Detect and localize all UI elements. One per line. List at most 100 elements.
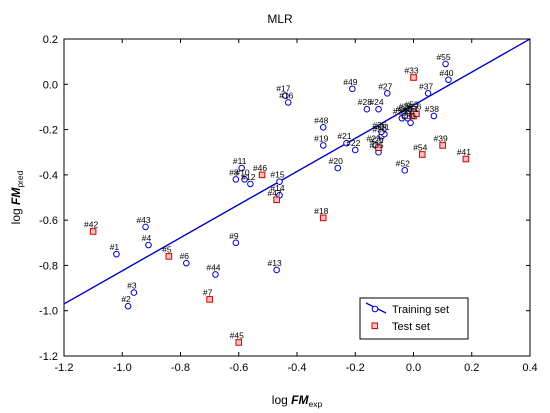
point-label-10: #10 bbox=[235, 167, 249, 177]
point-label-30: #30 bbox=[372, 124, 386, 134]
point-label-1: #1 bbox=[110, 242, 120, 252]
y-axis-title-fm: FM bbox=[9, 187, 23, 205]
training-point-8 bbox=[232, 176, 240, 183]
y-axis-title: log FMpred bbox=[9, 170, 25, 224]
x-tick-label: -0.8 bbox=[171, 362, 190, 374]
test-point-42 bbox=[89, 228, 97, 235]
point-label-11: #11 bbox=[233, 156, 247, 166]
test-point-54 bbox=[418, 151, 426, 158]
point-label-7: #7 bbox=[203, 287, 213, 297]
point-label-16: #16 bbox=[279, 90, 293, 100]
point-label-39: #39 bbox=[434, 133, 448, 143]
y-tick-label: -0.6 bbox=[39, 215, 58, 227]
training-point-16 bbox=[284, 99, 292, 106]
training-point-37 bbox=[424, 90, 432, 97]
training-point-10 bbox=[241, 176, 248, 183]
point-label-18: #18 bbox=[314, 206, 328, 216]
point-label-13: #13 bbox=[268, 258, 282, 268]
point-label-32: #32 bbox=[399, 106, 413, 116]
regression-line bbox=[64, 39, 530, 305]
x-tick-label: -0.6 bbox=[229, 362, 248, 374]
training-point-11 bbox=[238, 164, 245, 172]
test-point-29 bbox=[375, 144, 382, 151]
training-point-27 bbox=[383, 90, 391, 97]
point-label-45: #45 bbox=[230, 330, 244, 340]
point-label-6: #6 bbox=[180, 251, 190, 261]
x-tick-label: 0.2 bbox=[464, 362, 479, 374]
test-point-46 bbox=[258, 171, 266, 179]
point-label-15: #15 bbox=[270, 170, 284, 180]
x-tick-label: -1.2 bbox=[55, 362, 74, 374]
axes-layer: -1.2 -1.0 -0.8 -0.6 -0.4 -0.2 0.0 0.2 0.4 0.2 0.0 -… bbox=[9, 34, 538, 409]
x-tick-label: -0.4 bbox=[288, 362, 307, 374]
training-point-4 bbox=[145, 241, 152, 249]
point-label-38: #38 bbox=[425, 104, 439, 114]
training-point-44 bbox=[212, 271, 219, 278]
point-label-3: #3 bbox=[127, 281, 137, 291]
point-label-44: #44 bbox=[206, 262, 220, 272]
training-point-36 bbox=[378, 128, 385, 136]
test-point-7 bbox=[206, 296, 213, 303]
point-label-20: #20 bbox=[329, 156, 343, 166]
y-tick-label: 0.0 bbox=[43, 79, 58, 91]
legend-test-label: Test set bbox=[392, 321, 430, 333]
training-point-49 bbox=[349, 85, 356, 93]
x-axis-title: log FMexp bbox=[272, 393, 323, 409]
training-point-22 bbox=[351, 146, 359, 154]
y-tick-label: -0.4 bbox=[39, 170, 58, 182]
point-labels-layer: #1 #2 #3 #4 #6 #8 #9 #10#11 #12 #13 #14 #15 #16#17 #1… bbox=[84, 52, 471, 341]
training-point-28 bbox=[363, 105, 371, 113]
test-point-47 bbox=[273, 196, 280, 204]
test-point-5 bbox=[165, 253, 173, 260]
y-tick-label: -1.2 bbox=[39, 351, 58, 363]
point-label-37: #37 bbox=[419, 81, 433, 91]
training-point-20 bbox=[334, 164, 342, 172]
point-label-28: #28 bbox=[358, 97, 372, 107]
point-label-36: #36 bbox=[372, 120, 386, 130]
point-label-26: #26 bbox=[399, 102, 413, 112]
point-label-9: #9 bbox=[229, 231, 239, 241]
test-point-18 bbox=[319, 214, 327, 222]
legend-circle-icon bbox=[371, 305, 379, 313]
training-point-12 bbox=[247, 180, 254, 188]
test-point-56 bbox=[413, 110, 420, 118]
training-point-55 bbox=[442, 60, 449, 68]
point-label-55: #55 bbox=[436, 52, 450, 62]
x-tick-label: 0.4 bbox=[522, 362, 537, 374]
training-point-21 bbox=[343, 139, 350, 147]
point-label-27: #27 bbox=[378, 81, 392, 91]
legend-training-label: Training set bbox=[392, 304, 449, 316]
test-point-39 bbox=[439, 142, 446, 149]
legend: Training set Test set bbox=[359, 297, 469, 340]
x-tick-label: -1.0 bbox=[113, 362, 132, 374]
data-points-layer bbox=[89, 60, 470, 346]
point-label-42: #42 bbox=[84, 219, 98, 229]
training-point-40 bbox=[445, 76, 452, 84]
point-label-17: #17 bbox=[276, 84, 290, 94]
training-point-38 bbox=[430, 112, 438, 120]
point-label-23: #23 bbox=[367, 133, 381, 143]
point-label-4: #4 bbox=[142, 233, 152, 243]
point-label-40: #40 bbox=[439, 68, 453, 78]
point-label-8: #8 bbox=[229, 167, 239, 177]
training-point-3 bbox=[130, 289, 138, 296]
point-label-5: #5 bbox=[162, 244, 172, 254]
point-label-25: #25 bbox=[393, 106, 407, 116]
training-point-9 bbox=[232, 239, 240, 247]
y-tick-label: 0.2 bbox=[43, 34, 58, 46]
test-point-41 bbox=[462, 155, 470, 163]
training-point-17 bbox=[282, 92, 289, 99]
point-label-29: #29 bbox=[369, 136, 383, 146]
training-point-2 bbox=[124, 302, 132, 310]
point-label-49: #49 bbox=[343, 77, 357, 87]
point-label-35: #35 bbox=[369, 140, 383, 150]
legend-box bbox=[359, 297, 469, 340]
training-point-43 bbox=[142, 223, 149, 231]
point-label-51: #51 bbox=[404, 104, 418, 114]
point-label-47: #47 bbox=[268, 188, 282, 198]
training-point-50 bbox=[407, 119, 414, 127]
x-axis-title-prefix: log bbox=[272, 393, 291, 407]
point-label-14: #14 bbox=[270, 183, 284, 193]
test-point-33 bbox=[410, 74, 417, 81]
